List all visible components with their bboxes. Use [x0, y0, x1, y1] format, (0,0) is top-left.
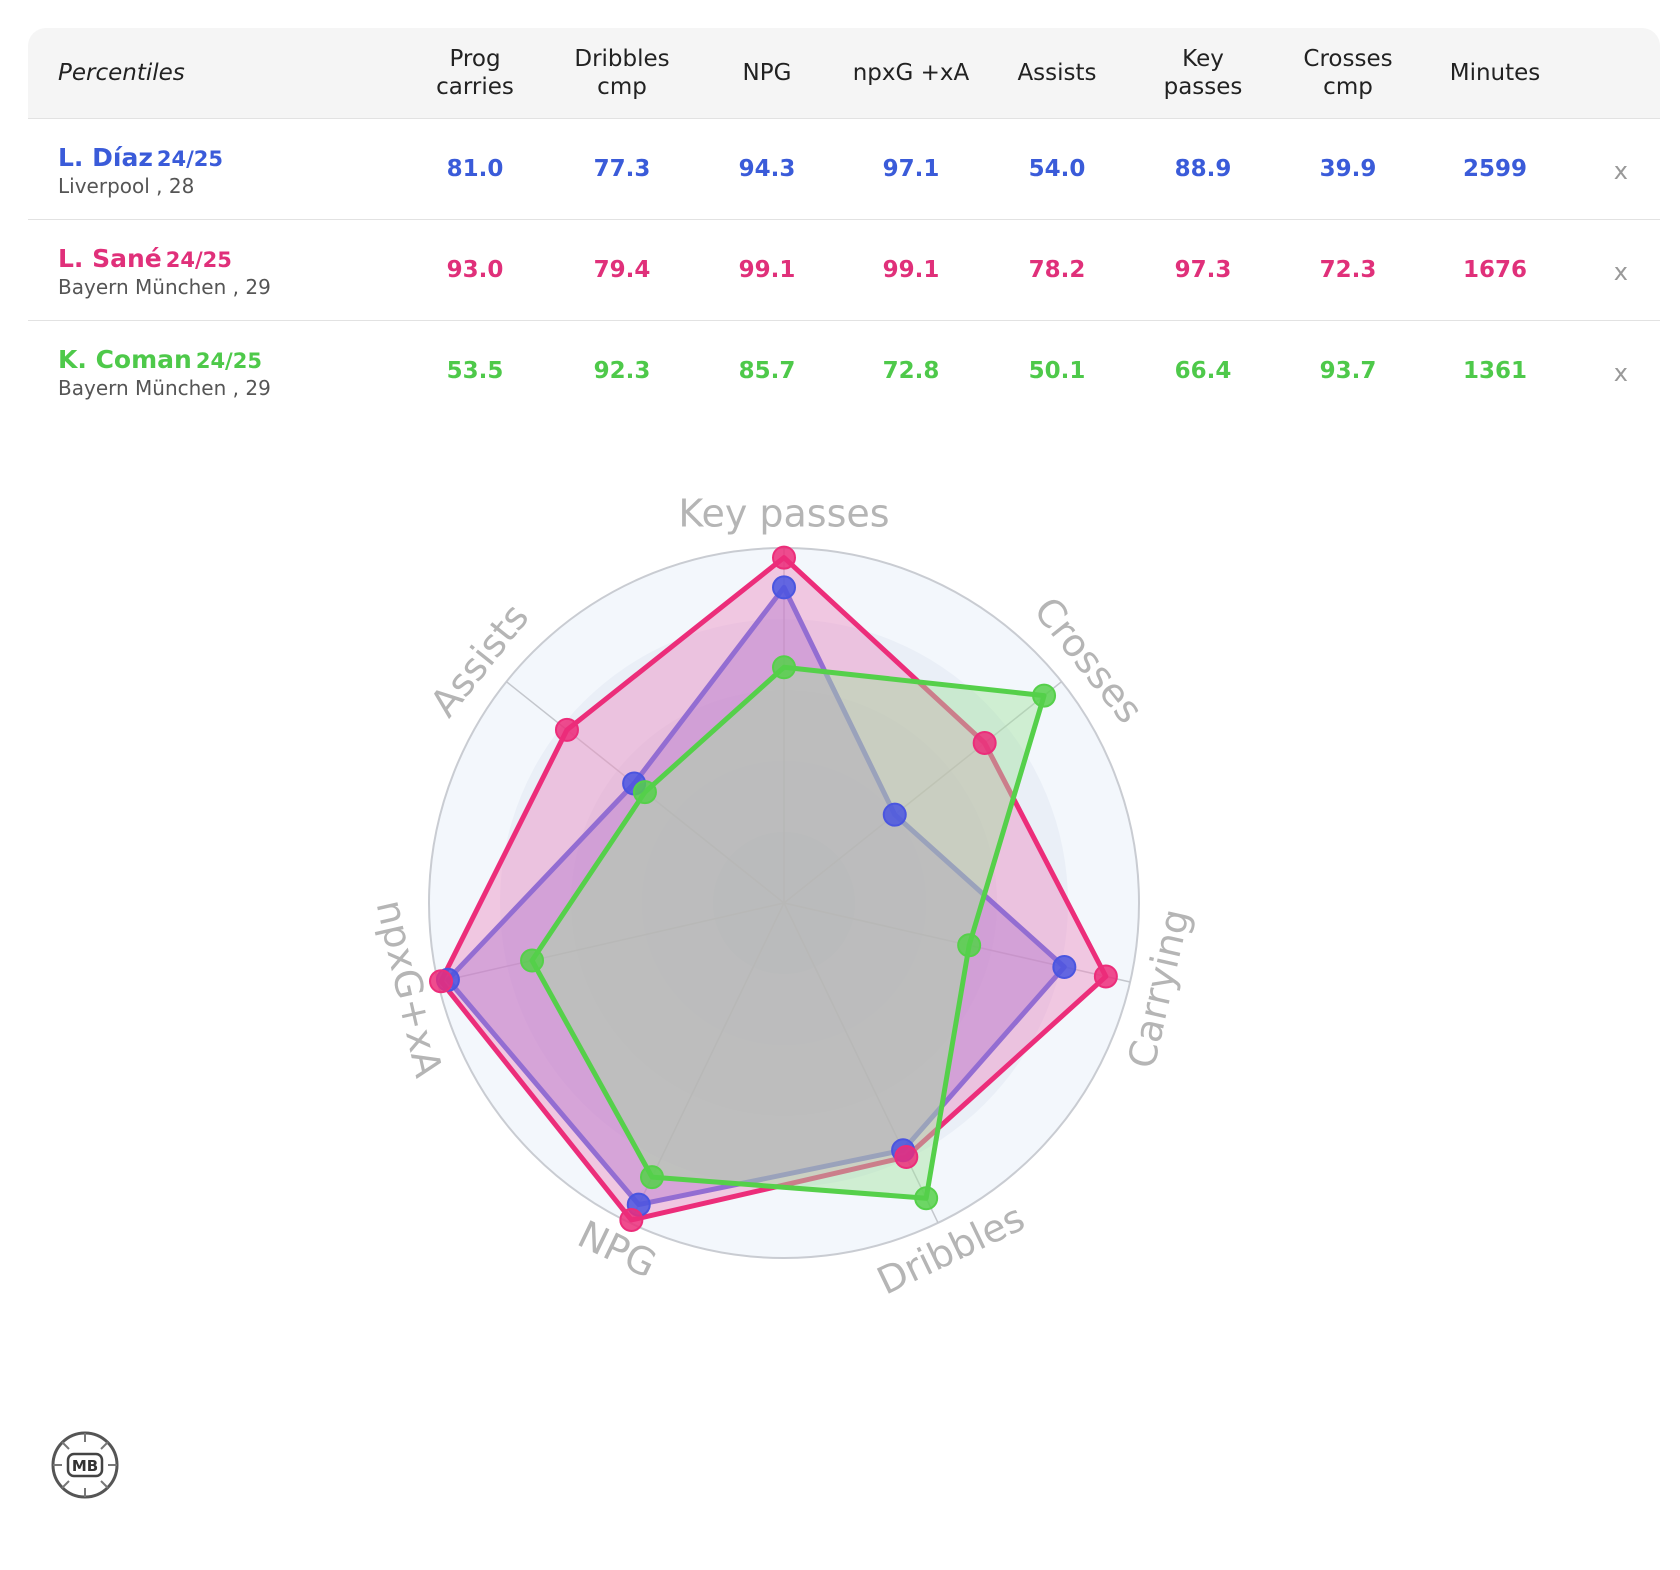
player-team: Bayern München , 29 [58, 376, 271, 400]
stat-value: 72.3 [1319, 257, 1377, 283]
radar-point [639, 1165, 664, 1190]
column-header: Minutes [1449, 60, 1541, 86]
stat-value: 88.9 [1174, 156, 1232, 182]
column-header: Crosses cmp [1303, 46, 1393, 100]
player-info: L. Sané 24/25 Bayern München , 29 [58, 244, 271, 299]
player-name: L. Díaz [58, 143, 153, 172]
percentiles-label: Percentiles [58, 60, 185, 86]
remove-player-button[interactable]: x [1613, 258, 1628, 286]
player-info: K. Coman 24/25 Bayern München , 29 [58, 345, 271, 400]
stat-value: 92.3 [593, 358, 651, 384]
radar-point [882, 802, 907, 827]
stat-value: 2599 [1462, 156, 1527, 182]
radar-axis-label: Key passes [678, 492, 889, 536]
player-row: L. Sané 24/25 Bayern München , 29 93.0 79.4 9… [28, 220, 1660, 321]
stat-value: 78.2 [1028, 257, 1086, 283]
stat-value: 94.3 [738, 156, 796, 182]
radar-series-area [445, 584, 1067, 1208]
radar-point [914, 1186, 939, 1211]
radar-point [429, 969, 454, 994]
stat-value: 85.7 [738, 358, 796, 384]
radar-point [972, 730, 997, 755]
player-team: Liverpool , 28 [58, 174, 195, 198]
stat-value: 81.0 [446, 156, 504, 182]
radar-point [772, 575, 796, 600]
radar-point [554, 717, 579, 742]
table-header: Percentiles Prog carries Dribbles cmp NPG npx… [28, 28, 1660, 119]
column-header: Prog carries [436, 46, 514, 100]
stat-value: 99.1 [738, 257, 796, 283]
radar-point [520, 948, 545, 973]
logo-text: MB [72, 1457, 98, 1475]
stat-value: 53.5 [446, 358, 504, 384]
player-row: L. Díaz 24/25 Liverpool , 28 81.0 77.3 94.3 97… [28, 119, 1660, 220]
stat-value: 39.9 [1319, 156, 1377, 182]
stat-value: 79.4 [593, 257, 651, 283]
stat-value: 97.1 [882, 156, 940, 182]
remove-player-button[interactable]: x [1613, 157, 1628, 185]
stat-value: 99.1 [882, 257, 940, 283]
radar-point [772, 655, 796, 680]
mb-logo: MB [50, 1430, 120, 1504]
radar-point [1093, 964, 1118, 989]
column-header: Dribbles cmp [574, 46, 670, 100]
stat-value: 93.7 [1319, 358, 1377, 384]
stat-value: 1676 [1462, 257, 1527, 283]
player-row: K. Coman 24/25 Bayern München , 29 53.5 92.3… [28, 321, 1660, 421]
radar-point [894, 1144, 919, 1169]
radar-spoke [783, 681, 1063, 904]
stat-value: 77.3 [593, 156, 651, 182]
column-header: Key passes [1163, 46, 1243, 100]
radar-point [1032, 683, 1057, 708]
player-team: Bayern München , 29 [58, 275, 271, 299]
stat-value: 97.3 [1174, 257, 1232, 283]
column-header: npxG +xA [852, 60, 970, 86]
remove-player-button[interactable]: x [1613, 359, 1628, 387]
player-name: K. Coman [58, 345, 192, 374]
radar-series-area [529, 664, 1047, 1201]
stat-value: 50.1 [1028, 358, 1086, 384]
stat-value: 72.8 [882, 358, 940, 384]
column-header: Assists [1017, 60, 1097, 86]
stat-value: 54.0 [1028, 156, 1086, 182]
radar-point [1052, 954, 1077, 979]
column-header: NPG [742, 60, 792, 86]
radar-point [772, 545, 796, 570]
stat-value: 1361 [1462, 358, 1527, 384]
stat-value: 93.0 [446, 257, 504, 283]
radar-point [957, 933, 982, 958]
percentiles-table: Percentiles Prog carries Dribbles cmp NPG npx… [28, 28, 1660, 421]
radar-point [632, 780, 657, 805]
radar-point [619, 1207, 644, 1232]
player-season: 24/25 [165, 248, 232, 272]
radar-spoke [437, 902, 785, 983]
player-season: 24/25 [156, 147, 223, 171]
player-info: L. Díaz 24/25 Liverpool , 28 [58, 143, 223, 198]
player-season: 24/25 [195, 349, 262, 373]
radar-spoke [783, 902, 939, 1224]
stat-value: 66.4 [1174, 358, 1232, 384]
player-name: L. Sané [58, 244, 162, 273]
